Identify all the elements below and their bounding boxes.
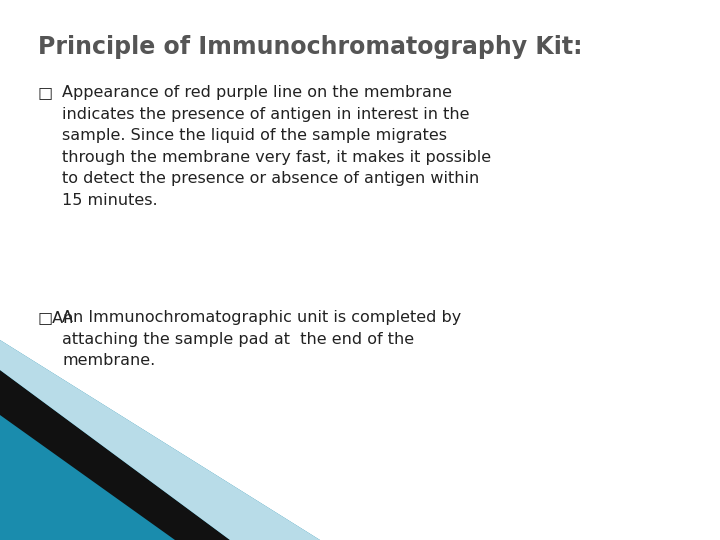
Text: Principle of Immunochromatography Kit:: Principle of Immunochromatography Kit: [38,35,582,59]
Text: □: □ [38,85,53,100]
Polygon shape [0,370,230,540]
Polygon shape [0,340,320,540]
Text: An Immunochromatographic unit is completed by
attaching the sample pad at  the e: An Immunochromatographic unit is complet… [62,310,462,368]
Text: □An: □An [38,310,74,325]
Polygon shape [0,340,320,540]
Text: Appearance of red purple line on the membrane
indicates the presence of antigen : Appearance of red purple line on the mem… [62,85,491,208]
